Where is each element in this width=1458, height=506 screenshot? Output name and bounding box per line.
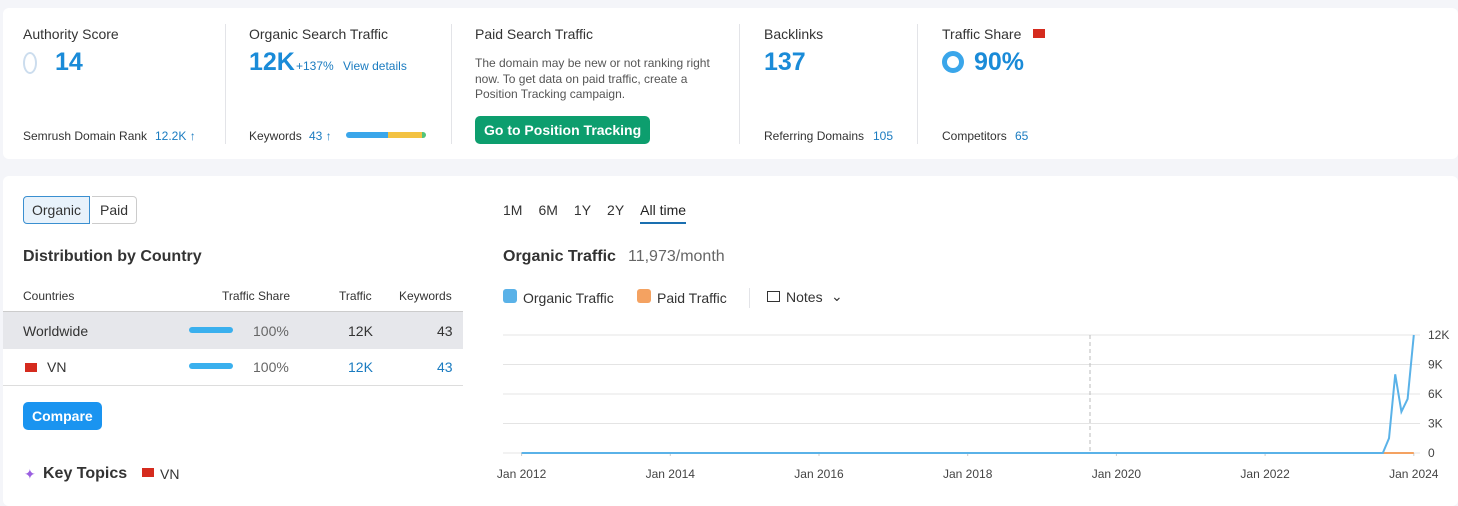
footer-label: Keywords xyxy=(249,129,302,143)
x-tick-label: Jan 2012 xyxy=(497,467,547,481)
gauge-icon xyxy=(23,52,37,74)
x-tick-label: Jan 2022 xyxy=(1240,467,1290,481)
y-tick-label: 0 xyxy=(1428,446,1435,460)
metric-title: Organic Search Traffic xyxy=(249,26,389,42)
traffic[interactable]: 12K xyxy=(348,359,373,375)
footer-value: 12.2K ↑ xyxy=(155,129,196,143)
metric-title: Backlinks xyxy=(764,26,824,42)
footer-value: 65 xyxy=(1015,129,1029,143)
legend-checkbox[interactable] xyxy=(637,289,651,303)
y-tick-label: 3K xyxy=(1428,417,1443,431)
metric-title: Traffic Share xyxy=(942,26,1022,42)
keywords[interactable]: 43 xyxy=(437,359,453,375)
footer-value: 105 xyxy=(873,129,894,143)
footer-label: Referring Domains xyxy=(764,129,865,143)
metric-value: 137 xyxy=(764,48,806,76)
legend-checkbox[interactable] xyxy=(503,289,517,303)
col-header: Keywords xyxy=(399,289,452,303)
x-tick-label: Jan 2014 xyxy=(646,467,696,481)
metric-title: Authority Score xyxy=(23,26,119,42)
flag-icon xyxy=(142,468,154,477)
notes-icon xyxy=(767,291,780,302)
y-tick-label: 9K xyxy=(1428,358,1443,372)
y-tick-label: 6K xyxy=(1428,387,1443,401)
compare-button[interactable]: Compare xyxy=(23,402,102,430)
col-header: Countries xyxy=(23,289,75,303)
line-chart: 0 3K 6K 9K 12K Jan 2012 Jan 2014 Jan 2016 Jan 20… xyxy=(497,328,1449,481)
period-button[interactable]: All time xyxy=(640,202,687,224)
x-tick-label: Jan 2018 xyxy=(943,467,993,481)
x-tick-label: Jan 2024 xyxy=(1389,467,1439,481)
flag-icon xyxy=(25,363,37,372)
separator xyxy=(451,24,452,144)
period-button[interactable]: 6M xyxy=(538,202,558,218)
metrics-card: Authority Score 14 Semrush Domain Rank 1… xyxy=(3,8,1458,159)
main-card: Organic Paid Distribution by Country Cou… xyxy=(3,176,1458,506)
period-group: 1M 6M 1Y 2Y All time xyxy=(503,202,702,224)
share-bar xyxy=(189,363,233,369)
keywords: 43 xyxy=(437,323,453,339)
traffic: 12K xyxy=(348,323,373,339)
metric-value: 12K xyxy=(249,48,295,76)
dropdown-icon: ⌄ xyxy=(831,288,843,304)
kw-bar xyxy=(346,132,388,138)
separator xyxy=(739,24,740,144)
col-header: Traffic xyxy=(339,289,372,303)
country: Worldwide xyxy=(23,323,89,339)
change: +137% xyxy=(296,59,334,73)
chart-subtitle: 11,973/month xyxy=(628,248,725,265)
chart-title: Organic Traffic xyxy=(503,248,616,265)
share: 100% xyxy=(253,323,289,339)
sparkle-icon: ✦ xyxy=(24,466,36,482)
separator xyxy=(749,288,750,308)
legend-label[interactable]: Organic Traffic xyxy=(523,290,614,306)
separator xyxy=(917,24,918,144)
tab[interactable]: Organic xyxy=(23,196,91,224)
notes-button[interactable]: Notes xyxy=(786,289,823,305)
view-details[interactable]: View details xyxy=(343,59,407,73)
period-button[interactable]: 1Y xyxy=(573,202,592,218)
share-bar xyxy=(189,327,233,333)
share: 100% xyxy=(253,359,289,375)
x-tick-label: Jan 2016 xyxy=(794,467,844,481)
footer-value: 43 ↑ xyxy=(309,129,332,143)
donut-icon xyxy=(942,51,964,73)
separator xyxy=(225,24,226,144)
legend-label[interactable]: Paid Traffic xyxy=(657,290,727,306)
key-topics: Key Topics xyxy=(43,465,128,482)
row[interactable]: Worldwide 100% 12K 43 xyxy=(3,311,463,349)
metric-title: Paid Search Traffic xyxy=(475,26,594,42)
footer-label: Semrush Domain Rank xyxy=(23,129,148,143)
col-header: Traffic Share xyxy=(222,289,291,303)
key-topics-country: VN xyxy=(160,466,180,482)
description: The domain may be new or not ranking rig… xyxy=(475,56,710,101)
period-button[interactable]: 1M xyxy=(503,202,523,218)
kw-bar xyxy=(388,132,422,138)
row[interactable]: VN 100% 12K 43 xyxy=(3,349,463,386)
kw-bar xyxy=(422,132,426,138)
x-tick-label: Jan 2020 xyxy=(1092,467,1142,481)
section-title: Distribution by Country xyxy=(23,248,202,265)
metric-value: 90% xyxy=(974,48,1025,76)
footer-label: Competitors xyxy=(942,129,1007,143)
metric-value: 14 xyxy=(55,48,83,76)
flag-icon xyxy=(1033,29,1045,38)
period-button[interactable]: 2Y xyxy=(607,202,625,218)
tab[interactable]: Paid xyxy=(92,196,138,224)
y-tick-label: 12K xyxy=(1428,328,1449,342)
series-line xyxy=(521,334,1415,454)
country: VN xyxy=(47,359,67,375)
tracking-button[interactable]: Go to Position Tracking xyxy=(475,116,651,144)
